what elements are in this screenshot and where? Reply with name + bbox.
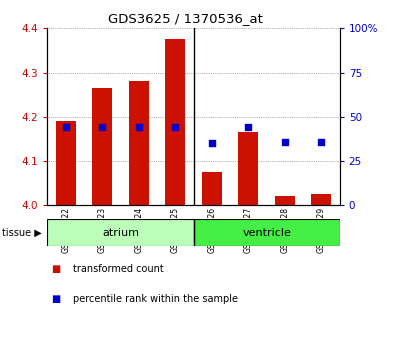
Point [62, 125, 69, 130]
Bar [238, 132, 258, 205]
Point [209, 141, 215, 146]
Text: percentile rank within the sample: percentile rank within the sample [73, 294, 238, 304]
Bar [92, 88, 112, 205]
Point [318, 139, 325, 144]
Text: tissue ▶: tissue ▶ [2, 228, 42, 238]
Bar [194, 219, 340, 246]
Point [245, 125, 252, 130]
Point [172, 125, 179, 130]
Bar [129, 81, 149, 205]
Bar [47, 219, 194, 246]
Bar [311, 194, 331, 205]
Bar [202, 172, 222, 205]
Point [135, 125, 142, 130]
Bar [275, 196, 295, 205]
Text: transformed count: transformed count [73, 264, 164, 274]
Text: ■: ■ [51, 264, 60, 274]
Text: ventricle: ventricle [242, 228, 291, 238]
Bar [56, 121, 76, 205]
Point [99, 125, 105, 130]
Text: ■: ■ [51, 294, 60, 304]
Point [282, 139, 288, 144]
Bar [165, 39, 185, 205]
Text: GDS3625 / 1370536_at: GDS3625 / 1370536_at [108, 12, 263, 25]
Text: atrium: atrium [102, 228, 139, 238]
